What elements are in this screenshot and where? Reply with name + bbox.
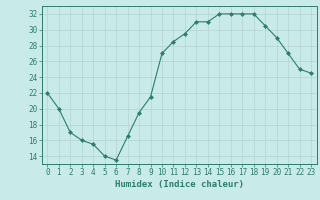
X-axis label: Humidex (Indice chaleur): Humidex (Indice chaleur): [115, 180, 244, 189]
